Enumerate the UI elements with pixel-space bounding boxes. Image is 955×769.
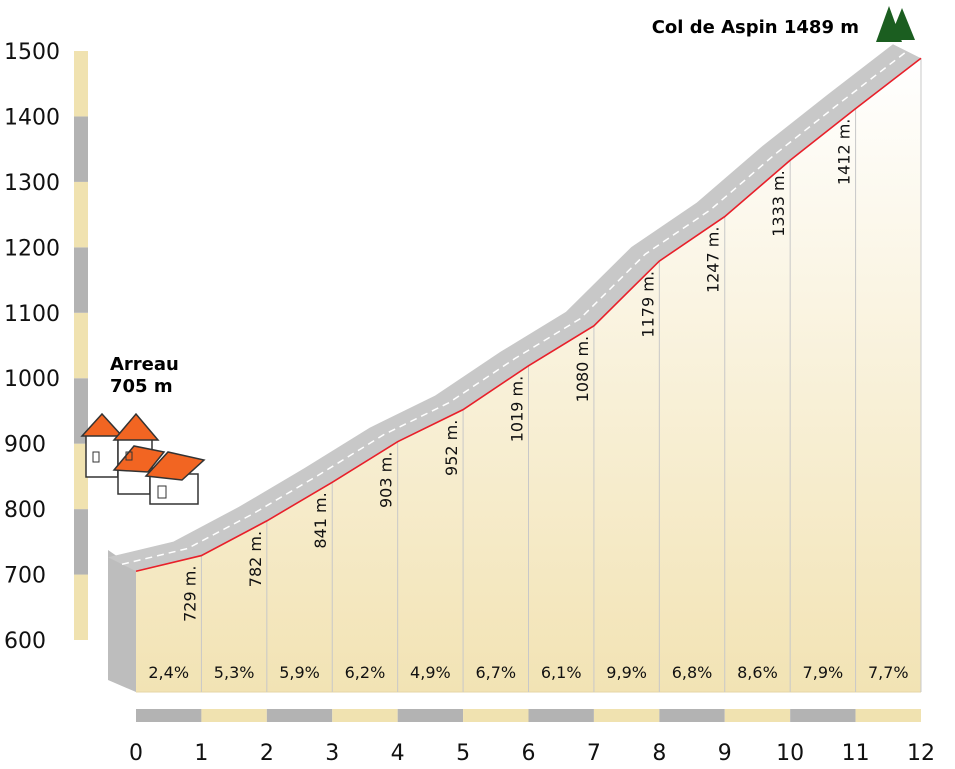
y-scale-segment <box>74 378 88 444</box>
gradient-label: 5,9% <box>279 663 320 682</box>
gradient-label: 2,4% <box>148 663 189 682</box>
altitude-label: 1247 m. <box>704 227 723 293</box>
y-scale-segment <box>74 51 88 117</box>
profile-line <box>135 57 922 573</box>
y-scale-segment <box>74 443 88 510</box>
x-tick-label: 9 <box>718 741 732 766</box>
x-scale-segment <box>266 709 333 722</box>
gradient-label: 6,7% <box>475 663 516 682</box>
x-scale-segment <box>855 709 921 722</box>
start-town-elevation: 705 m <box>110 376 173 397</box>
x-tick-label: 2 <box>260 741 274 766</box>
altitude-label: 1412 m. <box>835 119 854 185</box>
y-axis-scale-bar <box>74 51 88 640</box>
x-tick-label: 6 <box>522 741 536 766</box>
x-scale-segment <box>528 709 594 722</box>
gradient-label: 5,3% <box>214 663 255 682</box>
y-tick-label: 1500 <box>4 40 60 65</box>
altitude-label: 782 m. <box>246 531 265 587</box>
y-tick-label: 1100 <box>4 302 60 327</box>
gradient-label: 7,7% <box>868 663 909 682</box>
y-scale-segment <box>74 574 88 640</box>
altitude-labels: 729 m. 782 m. 841 m. 903 m. 952 m. 1019 m. 108… <box>180 119 853 622</box>
x-scale-segment <box>593 709 660 722</box>
km-dividers <box>200 58 922 692</box>
x-scale-segment <box>790 709 856 722</box>
profile-side-wall <box>108 550 136 692</box>
x-scale-segment <box>397 709 464 722</box>
y-scale-segment <box>74 509 88 575</box>
y-tick-label: 1000 <box>4 367 60 392</box>
x-scale-segment <box>463 709 529 722</box>
start-town-name: Arreau <box>110 354 179 375</box>
x-tick-label: 3 <box>325 741 339 766</box>
x-tick-label: 11 <box>842 741 870 766</box>
road-surface <box>108 44 921 572</box>
x-tick-label: 10 <box>776 741 804 766</box>
y-scale-segment <box>74 247 88 313</box>
road-centerline <box>121 50 908 566</box>
x-tick-label: 8 <box>652 741 666 766</box>
x-tick-label: 1 <box>194 741 208 766</box>
y-tick-label: 900 <box>4 433 46 458</box>
road-band <box>108 44 922 573</box>
x-tick-label: 5 <box>456 741 470 766</box>
altitude-label: 903 m. <box>377 452 396 508</box>
altitude-label: 1019 m. <box>508 376 527 442</box>
altitude-label: 841 m. <box>311 492 330 548</box>
gradient-label: 4,9% <box>410 663 451 682</box>
y-tick-label: 1200 <box>4 236 60 261</box>
y-tick-label: 600 <box>4 629 46 654</box>
x-scale-segment <box>136 709 202 722</box>
gradient-label: 8,6% <box>737 663 778 682</box>
y-tick-label: 800 <box>4 498 46 523</box>
x-scale-segment <box>201 709 267 722</box>
gradient-label: 6,2% <box>345 663 386 682</box>
pine-trees-icon <box>876 6 915 42</box>
altitude-label: 1179 m. <box>638 271 657 337</box>
gradient-label: 6,8% <box>672 663 713 682</box>
x-tick-label: 0 <box>129 741 143 766</box>
y-axis-tick-labels: 600 700 800 900 1000 1100 1200 1300 1400 1500 <box>4 40 60 654</box>
altitude-label: 952 m. <box>442 420 461 476</box>
x-tick-label: 4 <box>391 741 405 766</box>
x-scale-segment <box>724 709 791 722</box>
x-axis-scale-bar <box>136 709 921 722</box>
x-scale-segment <box>332 709 398 722</box>
y-tick-label: 1400 <box>4 105 60 130</box>
side-wall-face <box>108 550 136 692</box>
x-axis-tick-labels: 0 1 2 3 4 5 6 7 8 9 10 11 12 <box>129 741 935 766</box>
y-tick-label: 1300 <box>4 171 60 196</box>
y-scale-segment <box>74 116 88 182</box>
x-scale-segment <box>659 709 725 722</box>
altitude-label: 1333 m. <box>769 170 788 236</box>
x-tick-label: 7 <box>587 741 601 766</box>
altitude-label: 729 m. <box>180 566 199 622</box>
summit-label: Col de Aspin 1489 m <box>652 17 859 38</box>
gradient-labels: 2,4% 5,3% 5,9% 6,2% 4,9% 6,7% 6,1% 9,9% 6,8% 8,6%… <box>148 663 908 682</box>
altitude-label: 1080 m. <box>573 336 592 402</box>
village-houses-icon <box>80 412 206 505</box>
x-tick-label: 12 <box>907 741 935 766</box>
gradient-label: 9,9% <box>606 663 647 682</box>
y-scale-segment <box>74 312 88 379</box>
y-tick-label: 700 <box>4 564 46 589</box>
gradient-label: 6,1% <box>541 663 582 682</box>
y-scale-segment <box>74 181 88 248</box>
gradient-label: 7,9% <box>803 663 844 682</box>
